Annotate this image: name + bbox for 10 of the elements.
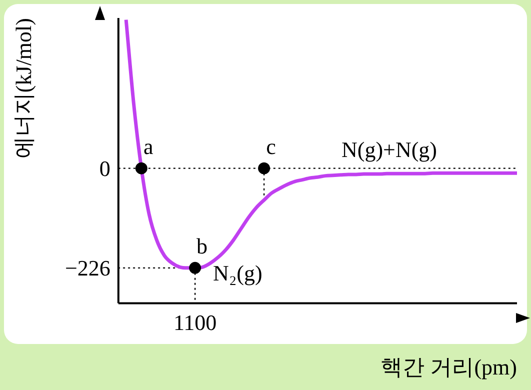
y-axis-title: 에너지(kJ/mol)	[10, 18, 36, 159]
annotation: N(g)+N(g)	[342, 137, 437, 162]
x-axis-title: 핵간 거리(pm)	[380, 354, 517, 380]
annotation: N₂(g)	[213, 260, 262, 286]
y-tick-label: 0	[99, 156, 110, 181]
x-tick-label: 1100	[173, 310, 217, 336]
data-label: a	[144, 134, 154, 160]
data-label: b	[196, 234, 208, 259]
y-tick-label: −226	[64, 255, 110, 280]
data-label: c	[266, 134, 276, 160]
